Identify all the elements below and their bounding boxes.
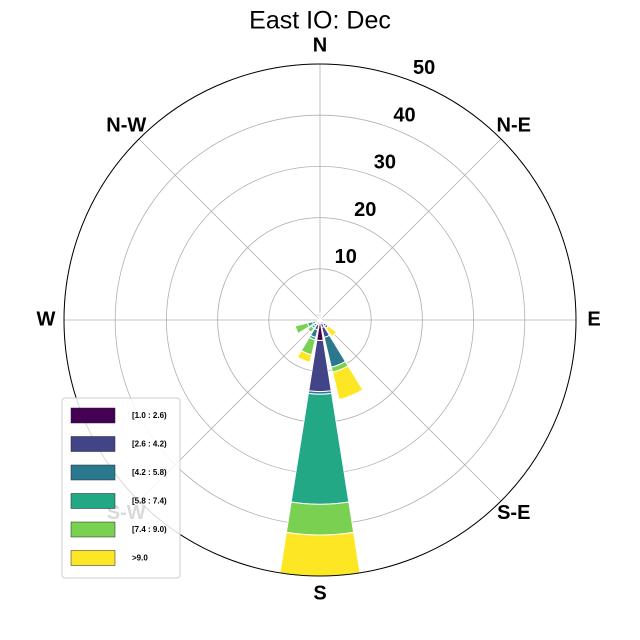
direction-label: W — [37, 308, 56, 330]
legend-swatch — [70, 521, 116, 538]
grid-spoke — [319, 319, 502, 502]
legend-label: >9.0 — [132, 554, 148, 563]
grid-spoke — [138, 138, 321, 321]
legend-label: [1.0 : 2.6) — [132, 411, 167, 420]
chart-title: East IO: Dec — [249, 7, 391, 35]
r-tick-label: 50 — [413, 57, 435, 79]
wind-bar — [331, 365, 364, 401]
grid-spoke — [319, 138, 502, 321]
direction-label: N — [313, 34, 327, 56]
wind-bar — [279, 531, 361, 577]
legend-swatch — [70, 464, 116, 481]
legend-swatch — [70, 436, 116, 452]
direction-label: N-E — [497, 115, 531, 137]
legend-swatch — [70, 493, 116, 509]
wind-bar — [316, 313, 319, 315]
legend-label: [2.6 : 4.2) — [132, 440, 167, 449]
wind-bar — [325, 325, 338, 338]
legend-swatch — [70, 550, 116, 566]
wind-bar — [321, 317, 323, 319]
legend-label: [5.8 : 7.4) — [132, 497, 167, 506]
wind-bar — [296, 349, 313, 363]
legend-label: [7.4 : 9.0) — [132, 525, 167, 534]
r-tick-label: 20 — [354, 199, 376, 221]
wind-bar — [285, 501, 355, 536]
direction-label: S — [313, 582, 326, 604]
legend-swatch — [70, 407, 116, 424]
direction-label: E — [587, 308, 600, 330]
r-tick-label: 40 — [393, 104, 415, 126]
direction-label: S-E — [497, 502, 530, 524]
r-tick-label: 10 — [335, 246, 357, 268]
legend-label: [4.2 : 5.8) — [132, 468, 167, 477]
direction-label: N-W — [106, 115, 146, 137]
polar-frame — [63, 63, 577, 577]
r-tick-label: 30 — [374, 152, 396, 174]
